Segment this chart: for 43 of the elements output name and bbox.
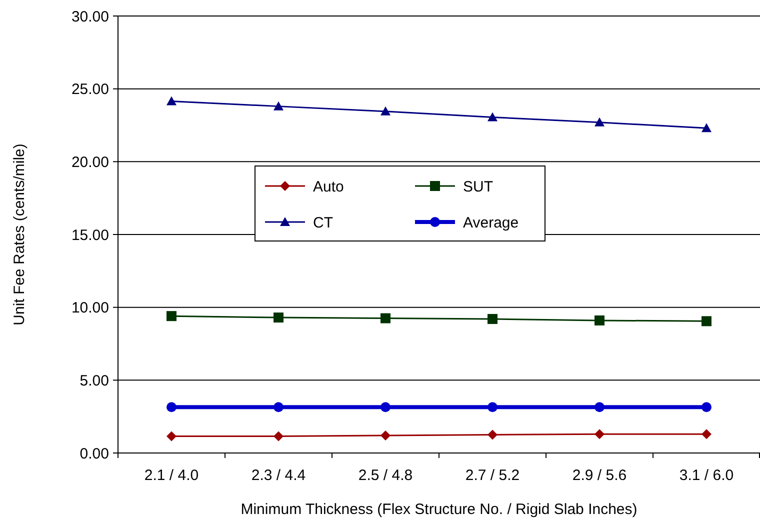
x-tick-label: 2.1 / 4.0 (144, 467, 199, 484)
point (488, 430, 498, 440)
point (594, 402, 604, 412)
point (488, 314, 498, 324)
point (488, 402, 498, 412)
point (702, 316, 712, 326)
point (702, 123, 712, 132)
y-tick-label: 20.00 (71, 154, 109, 171)
point (702, 429, 712, 440)
point (380, 402, 390, 412)
y-tick-label: 25.00 (71, 81, 109, 98)
point (380, 313, 390, 324)
point (380, 430, 390, 441)
point (380, 106, 390, 116)
point (274, 312, 284, 323)
y-tick-label: 0.00 (80, 445, 109, 462)
point (274, 101, 284, 110)
x-tick-label: 2.9 / 5.6 (572, 467, 627, 484)
point (274, 431, 284, 442)
x-tick-label: 2.5 / 4.8 (358, 467, 413, 484)
point (166, 431, 176, 442)
y-tick-label: 30.00 (71, 8, 109, 26)
point (702, 402, 712, 412)
x-tick-label: 2.7 / 5.2 (465, 467, 520, 484)
point (166, 311, 176, 322)
y-tick-label: 10.00 (71, 300, 109, 317)
x-tick-label: 2.3 / 4.4 (251, 467, 306, 484)
x-axis-title: Minimum Thickness (Flex Structure No. / Rigid Slab Inches) (240, 501, 638, 518)
legend-label: CT (313, 214, 333, 232)
point (594, 429, 604, 440)
legend-label: Auto (313, 178, 344, 196)
x-tick-label: 3.1 / 6.0 (679, 467, 734, 484)
point (594, 117, 604, 126)
y-axis-title: Unit Fee Rates (cents/mile) (11, 144, 28, 326)
point (166, 402, 176, 412)
legend-label: Average (463, 214, 519, 232)
point (166, 96, 176, 106)
y-tick-label: 15.00 (71, 226, 109, 244)
point (488, 112, 498, 122)
legend-label: SUT (463, 178, 493, 196)
point (594, 315, 604, 326)
y-tick-label: 5.00 (80, 372, 109, 390)
point (274, 402, 284, 412)
